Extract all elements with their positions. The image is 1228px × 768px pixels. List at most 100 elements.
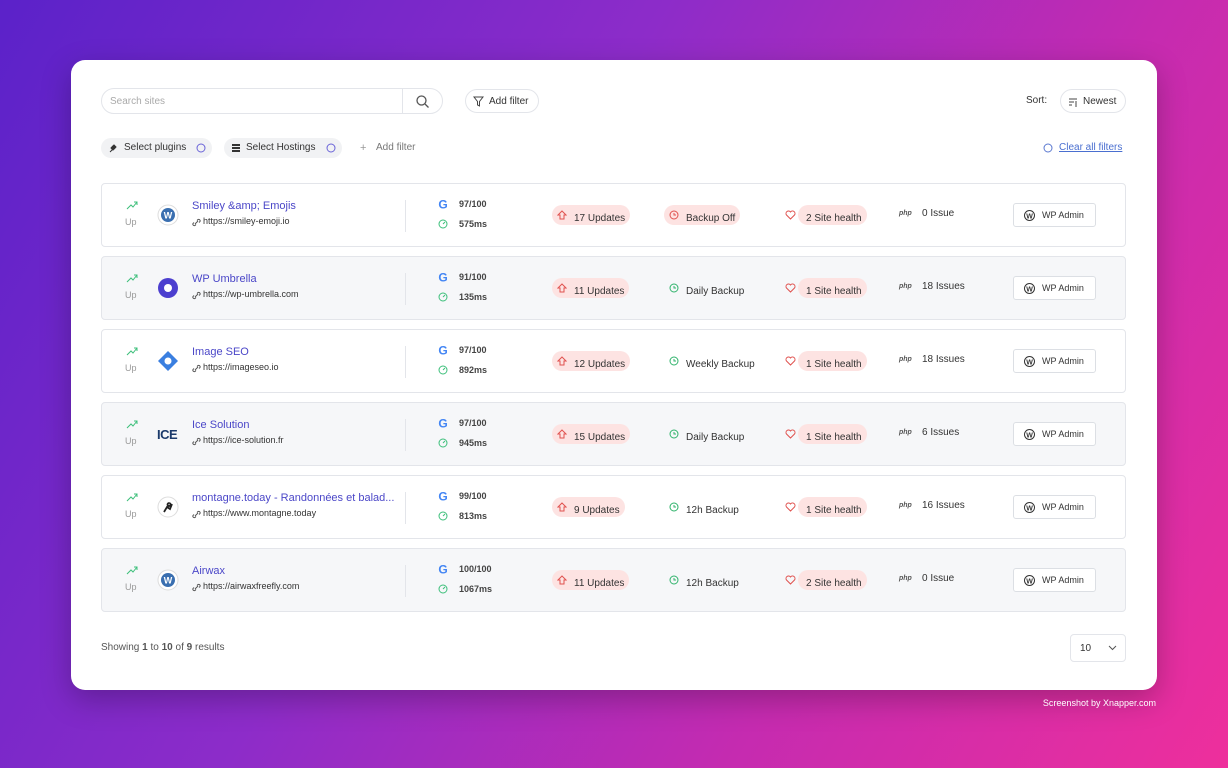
add-filter-button[interactable]: Add filter <box>465 89 539 113</box>
filter-chip[interactable]: Select Hostings <box>224 138 342 158</box>
updates-count: 9 Updates <box>574 505 620 516</box>
issues-count: 6 Issues <box>922 427 960 438</box>
number: 9 <box>186 642 193 653</box>
site-url[interactable]: https://airwaxfreefly.com <box>203 581 300 591</box>
site-health: 1 Site health <box>806 432 862 443</box>
site-name[interactable]: Smiley &amp; Emojis <box>192 200 296 212</box>
text: results <box>194 642 225 653</box>
pagination-summary: Showing 1 to 10 of 9 results <box>101 641 224 655</box>
health-pill: 1 Site health <box>798 278 867 298</box>
wp-admin-button[interactable]: W WP Admin <box>1013 203 1096 227</box>
backup-label: Weekly Backup <box>686 359 755 370</box>
load-time: 892ms <box>459 365 488 375</box>
load-time: 1067ms <box>459 584 493 594</box>
health-pill: 2 Site health <box>798 205 867 225</box>
backup-label: Daily Backup <box>686 432 745 443</box>
wp-admin-button[interactable]: W WP Admin <box>1013 568 1096 592</box>
pagespeed-score: 97/100 <box>459 345 487 355</box>
wp-icon: W <box>1024 283 1035 294</box>
text: of <box>175 642 184 653</box>
google-icon: G <box>438 563 447 575</box>
filter-chip[interactable]: Select plugins <box>101 138 212 158</box>
site-url[interactable]: https://www.montagne.today <box>203 508 317 518</box>
link-icon <box>192 291 201 300</box>
health-pill: 1 Site health <box>798 424 867 444</box>
load-time: 575ms <box>459 219 488 229</box>
load-time: 135ms <box>459 292 488 302</box>
svg-text:G: G <box>438 490 447 502</box>
chip-icon <box>196 143 206 153</box>
site-name[interactable]: Airwax <box>192 565 226 577</box>
status: Up <box>125 363 137 373</box>
svg-text:W: W <box>1026 506 1033 513</box>
backup-icon <box>669 575 679 585</box>
backup-label: Daily Backup <box>686 286 745 297</box>
wp-admin-button[interactable]: W WP Admin <box>1013 276 1096 300</box>
status: Up <box>125 436 137 446</box>
php-icon: php <box>899 575 912 582</box>
divider <box>405 565 406 597</box>
clear-filters-link[interactable]: Clear all filters <box>1059 142 1123 153</box>
site-logo <box>157 496 179 518</box>
chevron <box>1108 645 1117 651</box>
pagespeed-score: 97/100 <box>459 418 487 428</box>
speed-icon <box>438 438 448 448</box>
wp-admin-button[interactable]: W WP Admin <box>1013 422 1096 446</box>
trend-icon <box>126 201 138 210</box>
backup-icon <box>669 356 679 366</box>
backup-status: Backup Off <box>664 205 741 225</box>
search-box[interactable]: Search sites <box>101 88 443 114</box>
php-icon: php <box>899 502 912 509</box>
updates-pill: 9 Updates <box>552 497 625 517</box>
card: Search sites Add filter Sort: Newest Sel… <box>71 60 1157 690</box>
wp-admin-button[interactable]: W WP Admin <box>1013 349 1096 373</box>
chip-label: Select plugins <box>124 142 187 153</box>
health-pill: 1 Site health <box>798 497 867 517</box>
site-name[interactable]: montagne.today - Randonnées et balad... <box>192 492 395 504</box>
svg-text:W: W <box>1026 433 1033 440</box>
search-icon <box>416 95 429 108</box>
svg-text:G: G <box>438 417 447 429</box>
heart-icon <box>785 283 796 293</box>
updates-pill: 12 Updates <box>552 351 631 371</box>
chip-label: Select Hostings <box>246 142 316 153</box>
site-name[interactable]: WP Umbrella <box>192 273 257 285</box>
server-icon <box>232 144 240 152</box>
updates-pill: 11 Updates <box>552 570 630 590</box>
button-label: WP Admin <box>1042 429 1084 439</box>
heart-icon <box>785 356 796 366</box>
speed-icon <box>438 584 448 594</box>
wp-admin-button[interactable]: W WP Admin <box>1013 495 1096 519</box>
site-url[interactable]: https://smiley-emoji.io <box>203 216 290 226</box>
updates-pill: 11 Updates <box>552 278 630 298</box>
issues-count: 16 Issues <box>922 500 965 511</box>
site-health: 1 Site health <box>806 359 862 370</box>
svg-text:G: G <box>438 563 447 575</box>
add-filter-link[interactable]: Add filter <box>376 142 416 153</box>
health-pill: 1 Site health <box>798 351 867 371</box>
watermark: Screenshot by Xnapper.com <box>1042 698 1156 708</box>
svg-text:G: G <box>438 344 447 356</box>
health-pill: 2 Site health <box>798 570 867 590</box>
sort-icon <box>1069 98 1077 107</box>
site-health: 1 Site health <box>806 505 862 516</box>
site-name[interactable]: Image SEO <box>192 346 249 358</box>
backup-status: Daily Backup <box>664 424 749 444</box>
divider <box>405 273 406 305</box>
status: Up <box>125 217 137 227</box>
page-size-select[interactable]: 10 <box>1070 634 1126 662</box>
site-url[interactable]: https://imageseo.io <box>203 362 279 372</box>
site-url[interactable]: https://ice-solution.fr <box>203 435 284 445</box>
issues-count: 0 Issue <box>922 208 955 219</box>
update-icon <box>557 429 567 439</box>
heart-icon <box>785 502 796 512</box>
site-url[interactable]: https://wp-umbrella.com <box>203 289 299 299</box>
site-row: Up montagne.today - Randonnées et balad..… <box>101 475 1126 539</box>
update-icon <box>557 210 567 220</box>
sort-button[interactable]: Newest <box>1060 89 1126 113</box>
site-name[interactable]: Ice Solution <box>192 419 250 431</box>
site-row: Up W Smiley &amp; Emojis https://smiley-emo… <box>101 183 1126 247</box>
backup-status: 12h Backup <box>664 497 744 517</box>
link-icon <box>192 583 201 592</box>
backup-label: 12h Backup <box>686 578 739 589</box>
